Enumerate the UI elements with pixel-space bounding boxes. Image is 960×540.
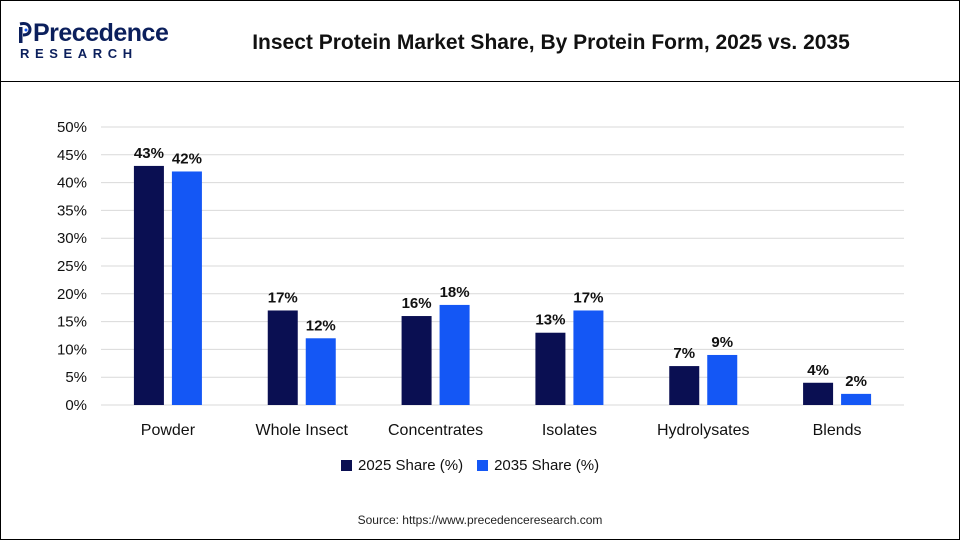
y-tick-label: 25% bbox=[57, 258, 87, 275]
y-tick-label: 5% bbox=[65, 369, 87, 386]
y-tick-label: 40% bbox=[57, 175, 87, 192]
logo-mark-icon bbox=[19, 22, 32, 43]
header: Precedence RESEARCH Insect Protein Marke… bbox=[1, 1, 959, 81]
x-tick-label: Concentrates bbox=[388, 422, 483, 439]
legend-item-2035: 2035 Share (%) bbox=[477, 457, 599, 474]
bar bbox=[707, 354, 738, 405]
bar bbox=[267, 310, 298, 405]
data-label: 9% bbox=[711, 334, 733, 351]
data-label: 4% bbox=[807, 362, 829, 379]
data-label: 13% bbox=[535, 312, 565, 329]
legend-swatch-2025 bbox=[341, 459, 352, 471]
bar bbox=[669, 366, 700, 405]
bar bbox=[841, 393, 872, 405]
bar bbox=[573, 310, 604, 405]
bar bbox=[305, 338, 336, 405]
data-label: 42% bbox=[172, 150, 202, 167]
logo-sub-text: RESEARCH bbox=[20, 46, 138, 61]
bar bbox=[133, 165, 164, 405]
y-tick-label: 45% bbox=[57, 147, 87, 164]
logo-main-text: Precedence bbox=[33, 19, 169, 47]
bar bbox=[535, 332, 566, 405]
data-label: 43% bbox=[134, 145, 164, 162]
logo: Precedence RESEARCH bbox=[19, 19, 169, 65]
chart-title: Insect Protein Market Share, By Protein … bbox=[252, 31, 850, 54]
legend-label-2025: 2025 Share (%) bbox=[358, 456, 464, 474]
y-tick-label: 20% bbox=[57, 286, 87, 303]
legend-item-2025: 2025 Share (%) bbox=[341, 457, 463, 474]
x-tick-label: Hydrolysates bbox=[657, 422, 749, 439]
data-label: 12% bbox=[306, 317, 336, 334]
bar bbox=[439, 304, 470, 405]
data-label: 17% bbox=[268, 289, 298, 306]
source-note: Source: https://www.precedenceresearch.c… bbox=[357, 513, 603, 527]
y-tick-label: 10% bbox=[57, 341, 87, 358]
bar bbox=[803, 382, 834, 405]
legend-swatch-2035 bbox=[477, 459, 489, 471]
y-tick-label: 30% bbox=[57, 230, 87, 247]
bar-chart: 0% 5% 10% 15% 20% 25% 30% 35% 40% 45% 50% 43% 42% Pow… bbox=[57, 119, 904, 439]
x-tick-label: Isolates bbox=[542, 422, 597, 439]
data-label: 16% bbox=[402, 295, 432, 312]
x-tick-label: Blends bbox=[813, 422, 862, 439]
data-label: 2% bbox=[845, 373, 867, 390]
y-tick-label: 15% bbox=[57, 314, 87, 331]
legend: 2025 Share (%) 2035 Share (%) bbox=[341, 455, 599, 475]
y-tick-label: 35% bbox=[57, 202, 87, 219]
x-tick-label: Whole Insect bbox=[256, 422, 349, 439]
header-divider bbox=[1, 81, 959, 82]
y-tick-label: 0% bbox=[65, 397, 87, 414]
x-tick-label: Powder bbox=[141, 422, 196, 439]
data-label: 17% bbox=[573, 289, 603, 306]
bar bbox=[401, 316, 432, 405]
y-tick-label: 50% bbox=[57, 119, 87, 136]
bar bbox=[171, 171, 202, 405]
data-label: 18% bbox=[440, 284, 470, 301]
legend-label-2035: 2035 Share (%) bbox=[494, 456, 600, 474]
data-label: 7% bbox=[673, 345, 695, 362]
